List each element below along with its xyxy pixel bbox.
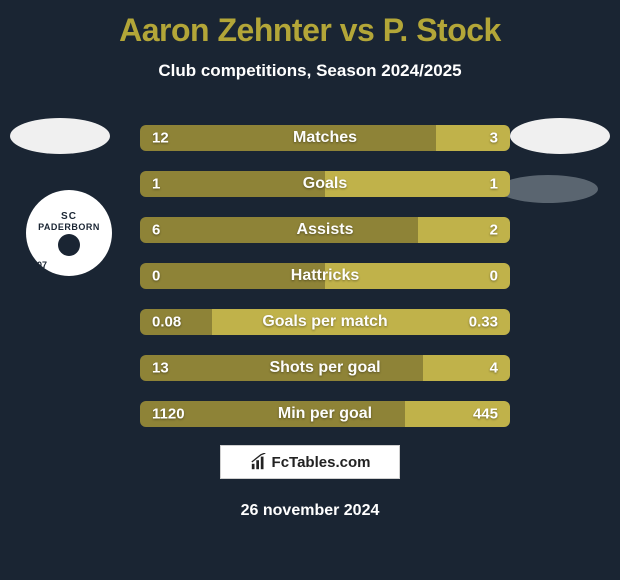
stat-bar-left xyxy=(140,217,418,243)
stat-bar-right xyxy=(436,125,510,151)
comparison-bars: 12 3 Matches 1 1 Goals 6 2 Assists 0 0 Hattricks 0.0… xyxy=(140,125,510,447)
stat-label: Goals xyxy=(303,175,347,193)
player-right-club-badge-placeholder xyxy=(498,175,598,203)
stat-row: 12 3 Matches xyxy=(140,125,510,151)
stat-bar-left xyxy=(140,125,436,151)
stat-value-right: 0 xyxy=(490,268,498,285)
soccer-ball-icon xyxy=(58,234,80,256)
stat-value-left: 1 xyxy=(152,176,160,193)
page-title: Aaron Zehnter vs P. Stock xyxy=(0,0,620,49)
stat-value-left: 12 xyxy=(152,130,169,147)
stat-value-left: 0.08 xyxy=(152,314,181,331)
stat-label: Min per goal xyxy=(278,405,372,423)
stat-label: Matches xyxy=(293,129,357,147)
stat-value-left: 6 xyxy=(152,222,160,239)
club-badge-icon: SC PADERBORN 07 xyxy=(35,199,103,267)
stat-bar-left xyxy=(140,171,325,197)
stat-value-left: 13 xyxy=(152,360,169,377)
stat-value-right: 3 xyxy=(490,130,498,147)
club-badge-line2: PADERBORN xyxy=(38,222,100,232)
site-logo[interactable]: FcTables.com xyxy=(220,445,400,479)
stat-label: Assists xyxy=(297,221,354,239)
subtitle: Club competitions, Season 2024/2025 xyxy=(0,61,620,81)
player-left-avatar-placeholder xyxy=(10,118,110,154)
stat-value-right: 0.33 xyxy=(469,314,498,331)
stat-value-left: 0 xyxy=(152,268,160,285)
stat-label: Goals per match xyxy=(262,313,387,331)
stat-row: 6 2 Assists xyxy=(140,217,510,243)
chart-icon xyxy=(250,453,268,471)
stat-value-right: 1 xyxy=(490,176,498,193)
stat-label: Shots per goal xyxy=(269,359,380,377)
stat-value-right: 4 xyxy=(490,360,498,377)
club-badge-line1: SC xyxy=(61,211,77,222)
stat-bar-right xyxy=(325,171,510,197)
stat-value-right: 445 xyxy=(473,406,498,423)
stat-row: 1120 445 Min per goal xyxy=(140,401,510,427)
stat-label: Hattricks xyxy=(291,267,359,285)
stat-row: 0 0 Hattricks xyxy=(140,263,510,289)
footer-date: 26 november 2024 xyxy=(241,502,380,520)
site-logo-text: FcTables.com xyxy=(272,454,371,471)
club-badge-line3: 07 xyxy=(37,260,47,270)
stat-row: 0.08 0.33 Goals per match xyxy=(140,309,510,335)
player-left-club-badge: SC PADERBORN 07 xyxy=(26,190,112,276)
stat-row: 13 4 Shots per goal xyxy=(140,355,510,381)
stat-row: 1 1 Goals xyxy=(140,171,510,197)
player-right-avatar-placeholder xyxy=(510,118,610,154)
stat-value-right: 2 xyxy=(490,222,498,239)
stat-value-left: 1120 xyxy=(152,406,185,423)
